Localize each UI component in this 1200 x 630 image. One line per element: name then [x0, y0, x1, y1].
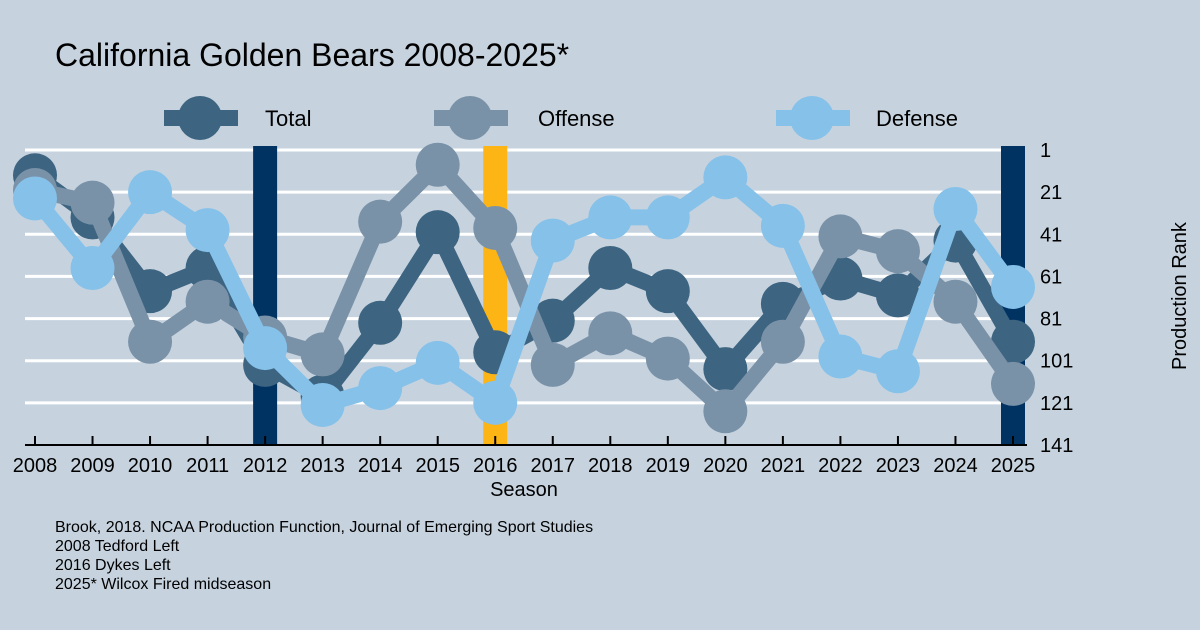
data-point-total	[991, 319, 1035, 364]
data-point-total	[703, 347, 748, 392]
x-tick-label: 2023	[876, 455, 921, 477]
data-point-defense	[703, 155, 748, 200]
data-point-offense	[185, 279, 230, 324]
x-tick-label: 2009	[70, 455, 115, 477]
data-point-total	[415, 210, 460, 255]
data-point-offense	[760, 319, 805, 364]
x-tick-label: 2021	[761, 455, 806, 477]
data-point-defense	[13, 176, 57, 221]
data-point-defense	[588, 195, 633, 240]
data-point-defense	[415, 340, 460, 385]
y-tick-label: 61	[1040, 266, 1062, 288]
y-axis-label: Production Rank	[1169, 221, 1191, 370]
data-point-offense	[128, 319, 173, 364]
y-tick-label: 121	[1040, 393, 1073, 415]
y-tick-label: 21	[1040, 182, 1062, 204]
data-point-defense	[358, 366, 403, 411]
data-point-offense	[358, 199, 403, 244]
y-tick-label: 101	[1040, 351, 1073, 373]
data-point-offense	[473, 205, 518, 250]
y-tick-label: 141	[1040, 435, 1073, 457]
data-point-defense	[128, 170, 173, 215]
data-point-total	[875, 273, 920, 318]
x-tick-label: 2008	[13, 455, 58, 477]
legend-marker	[178, 96, 222, 140]
x-tick-label: 2018	[588, 455, 633, 477]
data-point-defense	[530, 218, 575, 263]
data-point-defense	[70, 246, 115, 290]
data-point-total	[645, 269, 690, 314]
x-tick-label: 2015	[415, 455, 460, 477]
legend-label: Defense	[876, 106, 958, 131]
x-tick-label: 2012	[243, 455, 288, 477]
legend-label: Total	[265, 106, 311, 131]
x-tick-label: 2022	[818, 455, 863, 477]
x-tick-label: 2010	[128, 455, 173, 477]
highlight-bar	[253, 146, 278, 445]
legend-label: Offense	[538, 106, 615, 131]
data-point-offense	[300, 332, 345, 377]
x-tick-label: 2014	[358, 455, 403, 477]
legend-marker	[448, 96, 492, 140]
data-point-offense	[645, 336, 690, 381]
data-point-defense	[185, 208, 230, 253]
footnotes: Brook, 2018. NCAA Production Function, J…	[55, 518, 593, 594]
data-point-offense	[818, 214, 863, 259]
x-tick-label: 2025	[991, 455, 1036, 477]
y-tick-label: 81	[1040, 309, 1062, 331]
data-point-offense	[415, 142, 460, 187]
note: Brook, 2018. NCAA Production Function, J…	[55, 519, 594, 536]
data-point-defense	[933, 187, 978, 231]
data-point-defense	[991, 264, 1035, 309]
x-tick-label: 2024	[933, 455, 978, 477]
data-point-offense	[875, 229, 920, 274]
chart-title: California Golden Bears 2008-2025*	[55, 37, 569, 73]
data-point-offense	[703, 389, 748, 434]
data-point-offense	[70, 180, 115, 225]
note: 2008 Tedford Left	[55, 538, 180, 555]
x-tick-label: 2011	[186, 455, 229, 477]
data-point-defense	[300, 382, 345, 427]
data-point-defense	[818, 334, 863, 379]
note: 2016 Dykes Left	[55, 557, 171, 574]
data-point-defense	[760, 203, 805, 248]
data-point-defense	[473, 380, 518, 425]
y-tick-label: 1	[1040, 140, 1051, 162]
y-tick-label: 41	[1040, 224, 1062, 246]
data-point-defense	[645, 195, 690, 240]
data-point-offense	[991, 361, 1035, 406]
note: 2025* Wilcox Fired midseason	[55, 576, 272, 593]
data-point-defense	[875, 349, 920, 394]
x-tick-label: 2013	[300, 455, 345, 477]
x-tick-label: 2019	[646, 455, 691, 477]
x-tick-label: 2016	[473, 455, 518, 477]
data-point-defense	[243, 326, 288, 371]
data-point-total	[358, 300, 403, 345]
x-tick-label: 2020	[703, 455, 748, 477]
legend-marker	[790, 96, 834, 140]
x-tick-label: 2017	[531, 455, 576, 477]
x-axis-label: Season	[490, 479, 558, 501]
data-point-offense	[530, 342, 575, 387]
data-point-offense	[933, 279, 978, 324]
data-point-total	[588, 246, 633, 290]
data-point-offense	[588, 311, 633, 356]
